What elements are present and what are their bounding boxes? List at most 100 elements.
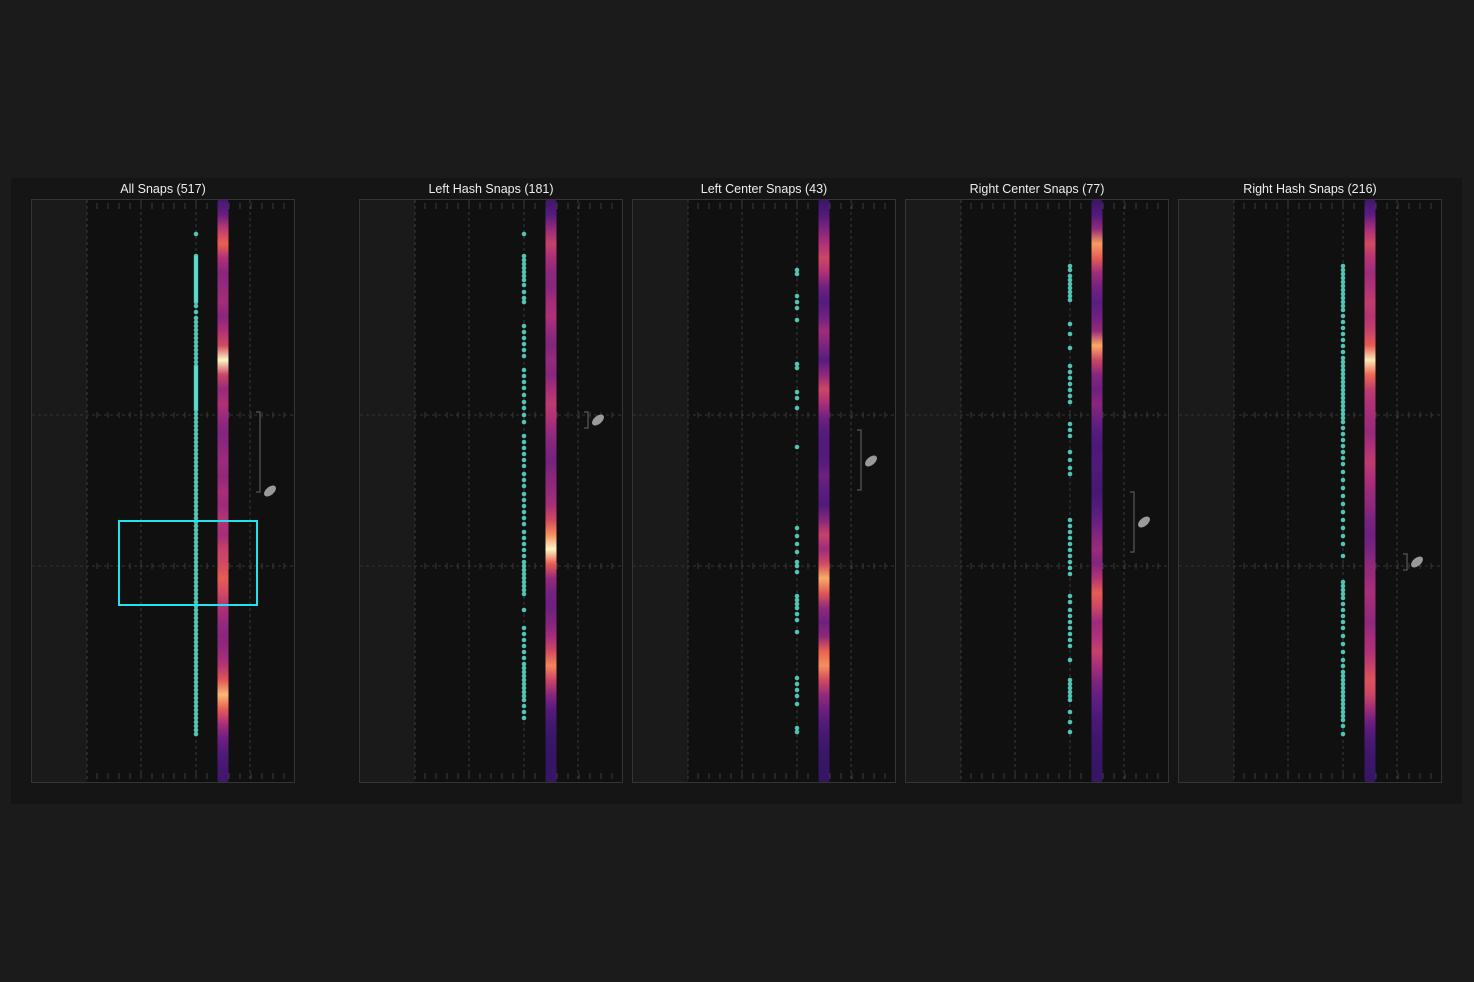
density-strip <box>818 200 830 782</box>
snap-dot <box>521 323 527 329</box>
snap-dot <box>1340 399 1346 405</box>
snap-dot <box>1067 709 1073 715</box>
end-zone <box>360 200 415 782</box>
snap-dot <box>1067 729 1073 735</box>
snap-dot <box>521 563 527 569</box>
field-svg <box>906 200 1168 782</box>
snap-dot <box>521 347 527 353</box>
snap-dot <box>193 459 199 465</box>
snap-dot <box>193 479 199 485</box>
snap-dot <box>193 623 199 629</box>
snap-dot <box>521 329 527 335</box>
snap-dot <box>794 305 800 311</box>
snap-dot <box>521 379 527 385</box>
snap-dot <box>193 467 199 473</box>
snap-dot <box>193 323 199 329</box>
snap-dot <box>794 701 800 707</box>
facet-left-hash: Left Hash Snaps (181) <box>359 178 623 804</box>
snap-dot <box>521 335 527 341</box>
distance-bracket <box>256 411 261 493</box>
snap-dot <box>193 447 199 453</box>
snap-dot <box>193 531 199 537</box>
snap-dot <box>1340 403 1346 409</box>
snap-dot <box>794 293 800 299</box>
snap-dot <box>193 663 199 669</box>
snap-dot <box>1067 571 1073 577</box>
snap-dot <box>1340 673 1346 679</box>
snap-dot <box>1067 449 1073 455</box>
snap-dot <box>1340 677 1346 683</box>
snap-dot <box>521 477 527 483</box>
snap-dot <box>794 597 800 603</box>
snap-dot <box>1340 383 1346 389</box>
snap-dot <box>193 411 199 417</box>
snap-dot <box>1340 449 1346 455</box>
snap-dot <box>1067 277 1073 283</box>
snap-dot <box>193 451 199 457</box>
snap-dot <box>1340 375 1346 381</box>
snap-dot <box>521 433 527 439</box>
snap-dot <box>193 631 199 637</box>
snap-dot <box>1340 477 1346 483</box>
snap-dot <box>193 515 199 521</box>
field-plot[interactable] <box>905 199 1169 783</box>
brush-selection-box[interactable] <box>118 520 258 606</box>
snap-dot <box>1067 331 1073 337</box>
snap-dot <box>521 685 527 691</box>
snap-dot <box>1340 731 1346 737</box>
snap-dot <box>521 529 527 535</box>
snap-dot <box>521 697 527 703</box>
snap-dot <box>521 299 527 305</box>
snap-dot <box>1340 431 1346 437</box>
snap-dot <box>193 339 199 345</box>
snap-dot <box>521 521 527 527</box>
snap-dot <box>1340 391 1346 397</box>
football-icon <box>1138 516 1150 528</box>
snap-dot <box>1340 601 1346 607</box>
snap-dot <box>794 361 800 367</box>
snap-dot <box>521 509 527 515</box>
snap-dot <box>1067 281 1073 287</box>
snap-dot <box>521 607 527 613</box>
snap-dot <box>1340 279 1346 285</box>
snap-dot <box>521 547 527 553</box>
snap-dot <box>1067 321 1073 327</box>
snap-dot <box>193 543 199 549</box>
field-plot[interactable] <box>31 199 295 783</box>
snap-dot <box>193 675 199 681</box>
snap-dot <box>193 671 199 677</box>
snap-dot <box>1067 471 1073 477</box>
snap-dot <box>521 541 527 547</box>
snap-dot <box>521 673 527 679</box>
snap-dot <box>1340 613 1346 619</box>
facet-right-hash: Right Hash Snaps (216) <box>1178 178 1442 804</box>
distance-bracket <box>857 429 862 491</box>
snap-dot <box>1340 275 1346 281</box>
snap-dot <box>521 483 527 489</box>
snap-dot <box>1340 379 1346 385</box>
snap-dot <box>794 389 800 395</box>
snap-dot <box>193 335 199 341</box>
distance-bracket <box>1403 553 1408 571</box>
snap-dot <box>1340 525 1346 531</box>
snap-dot <box>1340 461 1346 467</box>
snap-dot <box>794 605 800 611</box>
snap-dot <box>193 351 199 357</box>
field-plot[interactable] <box>359 199 623 783</box>
snap-dot <box>193 443 199 449</box>
snap-dot <box>193 647 199 653</box>
snap-dot <box>1067 369 1073 375</box>
snap-dot <box>1067 427 1073 433</box>
field-plot[interactable] <box>632 199 896 783</box>
snap-dot <box>193 643 199 649</box>
snap-dot <box>521 665 527 671</box>
snap-dot <box>521 265 527 271</box>
snap-dot <box>521 535 527 541</box>
snap-dot <box>1067 559 1073 565</box>
field-plot[interactable] <box>1178 199 1442 783</box>
snap-dot <box>1340 723 1346 729</box>
snap-dot <box>521 341 527 347</box>
snap-dot <box>1340 493 1346 499</box>
snap-dot <box>1340 501 1346 507</box>
snap-dot <box>1067 421 1073 427</box>
